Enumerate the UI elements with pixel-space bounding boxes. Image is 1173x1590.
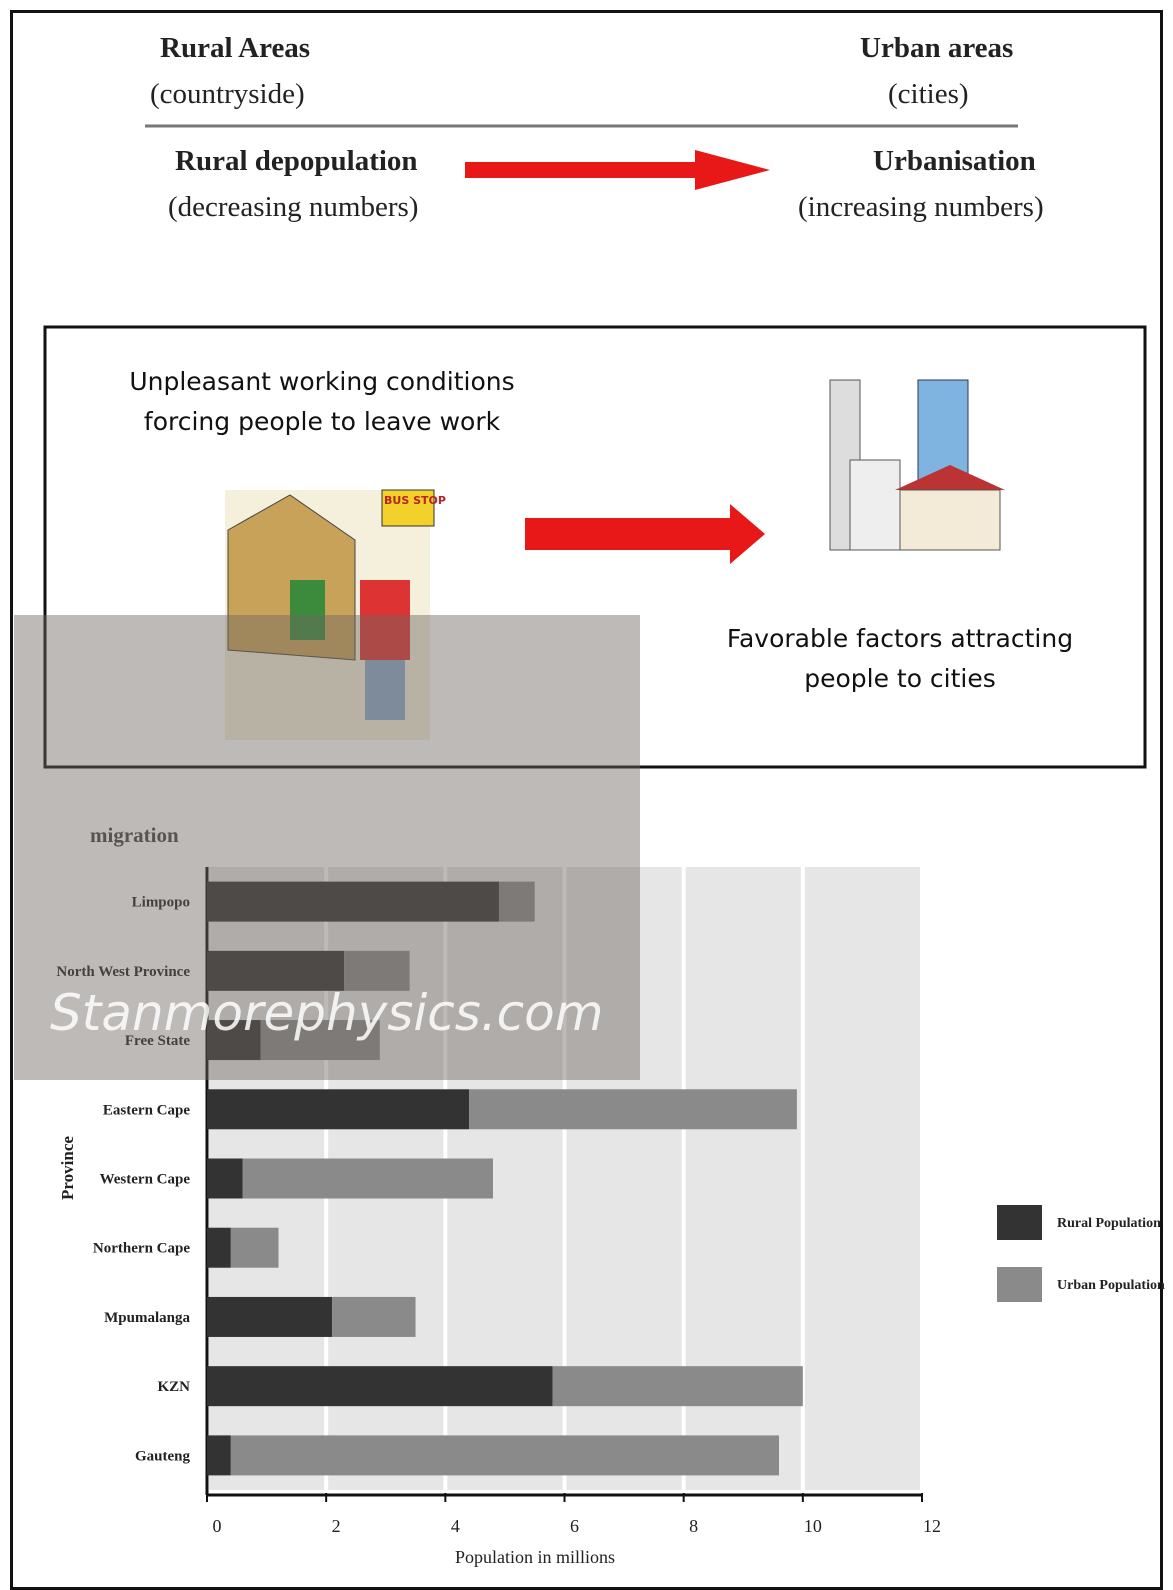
- bar: [260, 1020, 380, 1061]
- heading: Rural Areas: [160, 32, 311, 64]
- subheading: (cities): [888, 78, 969, 110]
- push-text: Unpleasant working conditions: [129, 367, 515, 396]
- subheading: (decreasing numbers): [168, 191, 419, 223]
- y-axis-label: Province: [58, 1136, 77, 1200]
- pull-text: people to cities: [804, 664, 996, 693]
- city-illustration: [829, 379, 1005, 551]
- x-tick-label: 8: [689, 1516, 698, 1536]
- pull-text: Favorable factors attracting: [726, 624, 1074, 653]
- x-tick-label: 4: [451, 1516, 460, 1536]
- y-tick-label: Eastern Cape: [103, 1102, 190, 1118]
- box: [43, 325, 1147, 769]
- arrow: [525, 504, 765, 564]
- y-tick-label: Limpopo: [132, 895, 190, 911]
- bar: [207, 1020, 261, 1061]
- y-tick-label: KZN: [157, 1379, 190, 1395]
- push-text: forcing people to leave work: [143, 407, 501, 436]
- bar: [207, 1227, 231, 1268]
- y-tick-label: North West Province: [56, 964, 190, 980]
- heading: Urban areas: [860, 32, 1014, 64]
- bar: [207, 1435, 231, 1476]
- chart-title: migration: [90, 823, 179, 847]
- x-tick-label: 2: [332, 1516, 341, 1536]
- bar: [242, 1158, 493, 1199]
- x-tick-label: 0: [213, 1516, 222, 1536]
- bar: [498, 881, 535, 922]
- bar: [230, 1227, 279, 1268]
- bar: [207, 950, 345, 991]
- bar: [344, 950, 410, 991]
- bar: [207, 1089, 470, 1130]
- arrow: [465, 150, 770, 190]
- subheading: (increasing numbers): [798, 191, 1044, 223]
- y-tick-label: Mpumalanga: [104, 1310, 190, 1326]
- bar: [552, 1366, 803, 1407]
- bar: [207, 1296, 333, 1337]
- x-tick-label: 6: [570, 1516, 579, 1536]
- sign-text: BUS STOP: [384, 494, 446, 507]
- watermark: Stanmorephysics.com: [50, 984, 603, 1042]
- x-tick-label: 12: [923, 1516, 941, 1536]
- bar: [469, 1089, 797, 1130]
- legend-label: Urban Population: [1057, 1278, 1165, 1293]
- bar: [207, 1366, 553, 1407]
- y-tick-label: Free State: [125, 1033, 190, 1049]
- bar: [332, 1296, 416, 1337]
- hut-illustration: [225, 489, 435, 740]
- subheading: (countryside): [150, 78, 305, 110]
- bar: [207, 881, 499, 922]
- bar: [207, 1158, 243, 1199]
- legend-swatch: [997, 1205, 1042, 1240]
- heading: Urbanisation: [873, 145, 1036, 177]
- x-axis-label: Population in millions: [455, 1547, 615, 1567]
- photo-overlay: [14, 615, 640, 1080]
- bar: [230, 1435, 780, 1476]
- y-tick-label: Western Cape: [100, 1172, 191, 1188]
- y-tick-label: Northern Cape: [93, 1241, 190, 1257]
- legend-swatch: [997, 1267, 1042, 1302]
- x-tick-label: 10: [804, 1516, 822, 1536]
- y-tick-label: Gauteng: [135, 1448, 191, 1464]
- legend-label: Rural Population: [1057, 1216, 1161, 1231]
- heading: Rural depopulation: [175, 145, 418, 177]
